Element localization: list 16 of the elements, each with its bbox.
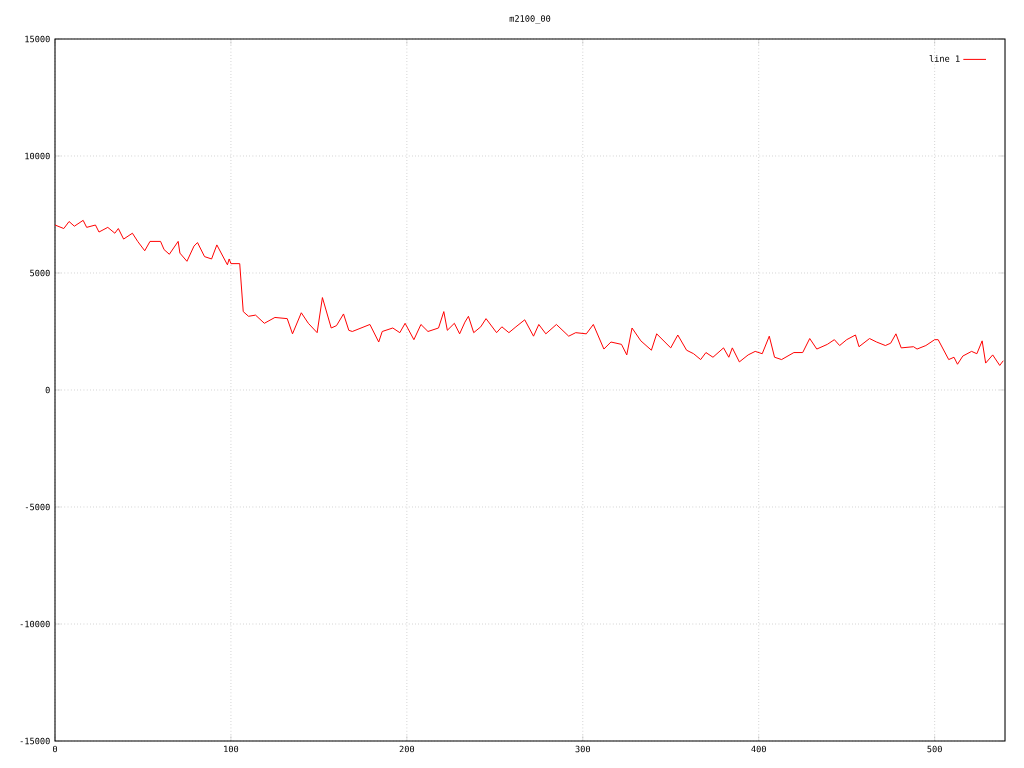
line-series bbox=[55, 219, 1004, 366]
y-tick-label: -5000 bbox=[25, 503, 50, 511]
x-tick-label: 300 bbox=[575, 745, 591, 753]
x-tick-label: 500 bbox=[927, 745, 942, 753]
y-tick-label: -15000 bbox=[20, 737, 50, 745]
legend-label: line 1 bbox=[929, 55, 960, 62]
chart-title: m2100_00 bbox=[509, 15, 551, 24]
x-tick-label: 200 bbox=[399, 745, 415, 753]
x-tick-label: 400 bbox=[751, 745, 766, 753]
x-tick-label: 100 bbox=[224, 745, 239, 753]
y-tick-label: 5000 bbox=[30, 269, 50, 277]
y-tick-label: 0 bbox=[45, 386, 50, 394]
y-tick-label: 10000 bbox=[25, 152, 50, 160]
x-tick-label: 0 bbox=[52, 745, 58, 753]
y-tick-label: -10000 bbox=[20, 620, 50, 628]
y-tick-label: 15000 bbox=[25, 35, 50, 43]
